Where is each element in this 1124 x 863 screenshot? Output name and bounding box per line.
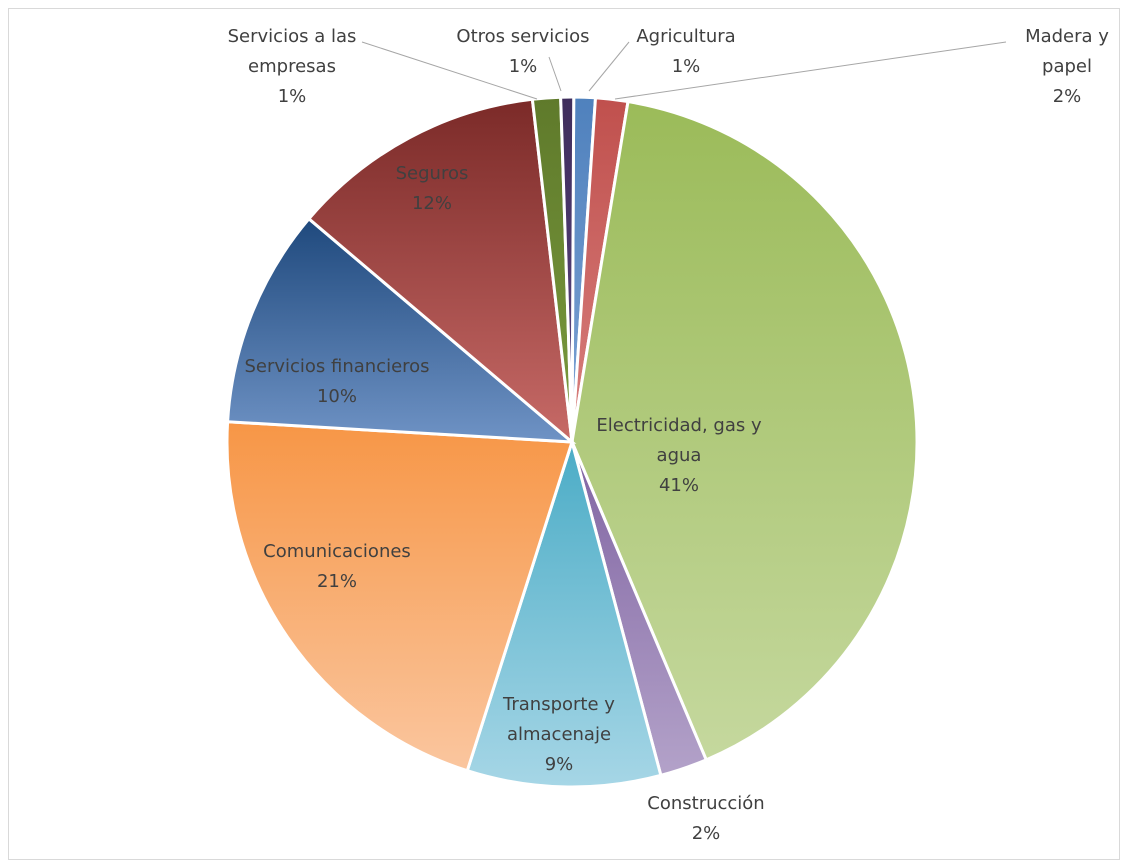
pie-slice-transporte-y-almacenaje xyxy=(465,436,663,789)
pie-slice-seguros xyxy=(306,97,574,446)
data-label: Electricidad, gas y agua 41% xyxy=(596,415,762,496)
leader-line xyxy=(361,41,538,100)
pie-slice-otros-servicios xyxy=(559,95,576,443)
data-label: Agricultura 1% xyxy=(636,26,735,77)
pie-slice-electricidad-gas-y-agua xyxy=(570,99,919,762)
data-label: Seguros 12% xyxy=(396,163,469,214)
leader-line xyxy=(614,41,1007,100)
leader-lines xyxy=(361,41,1007,100)
leader-line xyxy=(588,41,630,92)
data-label: Comunicaciones 21% xyxy=(263,541,411,592)
data-label: Transporte y almacenaje 9% xyxy=(502,694,615,775)
data-labels: Agricultura 1% Madera y papel 2% Electricidad… xyxy=(228,26,1110,844)
pie-slices xyxy=(225,95,919,789)
pie-slice-comunicaciones xyxy=(225,420,575,773)
leader-line xyxy=(548,56,562,92)
chart-frame: Agricultura 1% Madera y papel 2% Electricidad… xyxy=(8,8,1120,860)
data-label: Servicios a las empresas 1% xyxy=(228,26,357,107)
data-label: Servicios financieros 10% xyxy=(244,356,429,407)
data-label: Madera y papel 2% xyxy=(1025,26,1109,107)
data-label: Construcción 2% xyxy=(647,793,764,844)
data-label: Otros servicios 1% xyxy=(456,26,589,77)
pie-slice-servicios-financieros xyxy=(226,216,577,444)
pie-chart: Agricultura 1% Madera y papel 2% Electricidad… xyxy=(225,26,1110,844)
